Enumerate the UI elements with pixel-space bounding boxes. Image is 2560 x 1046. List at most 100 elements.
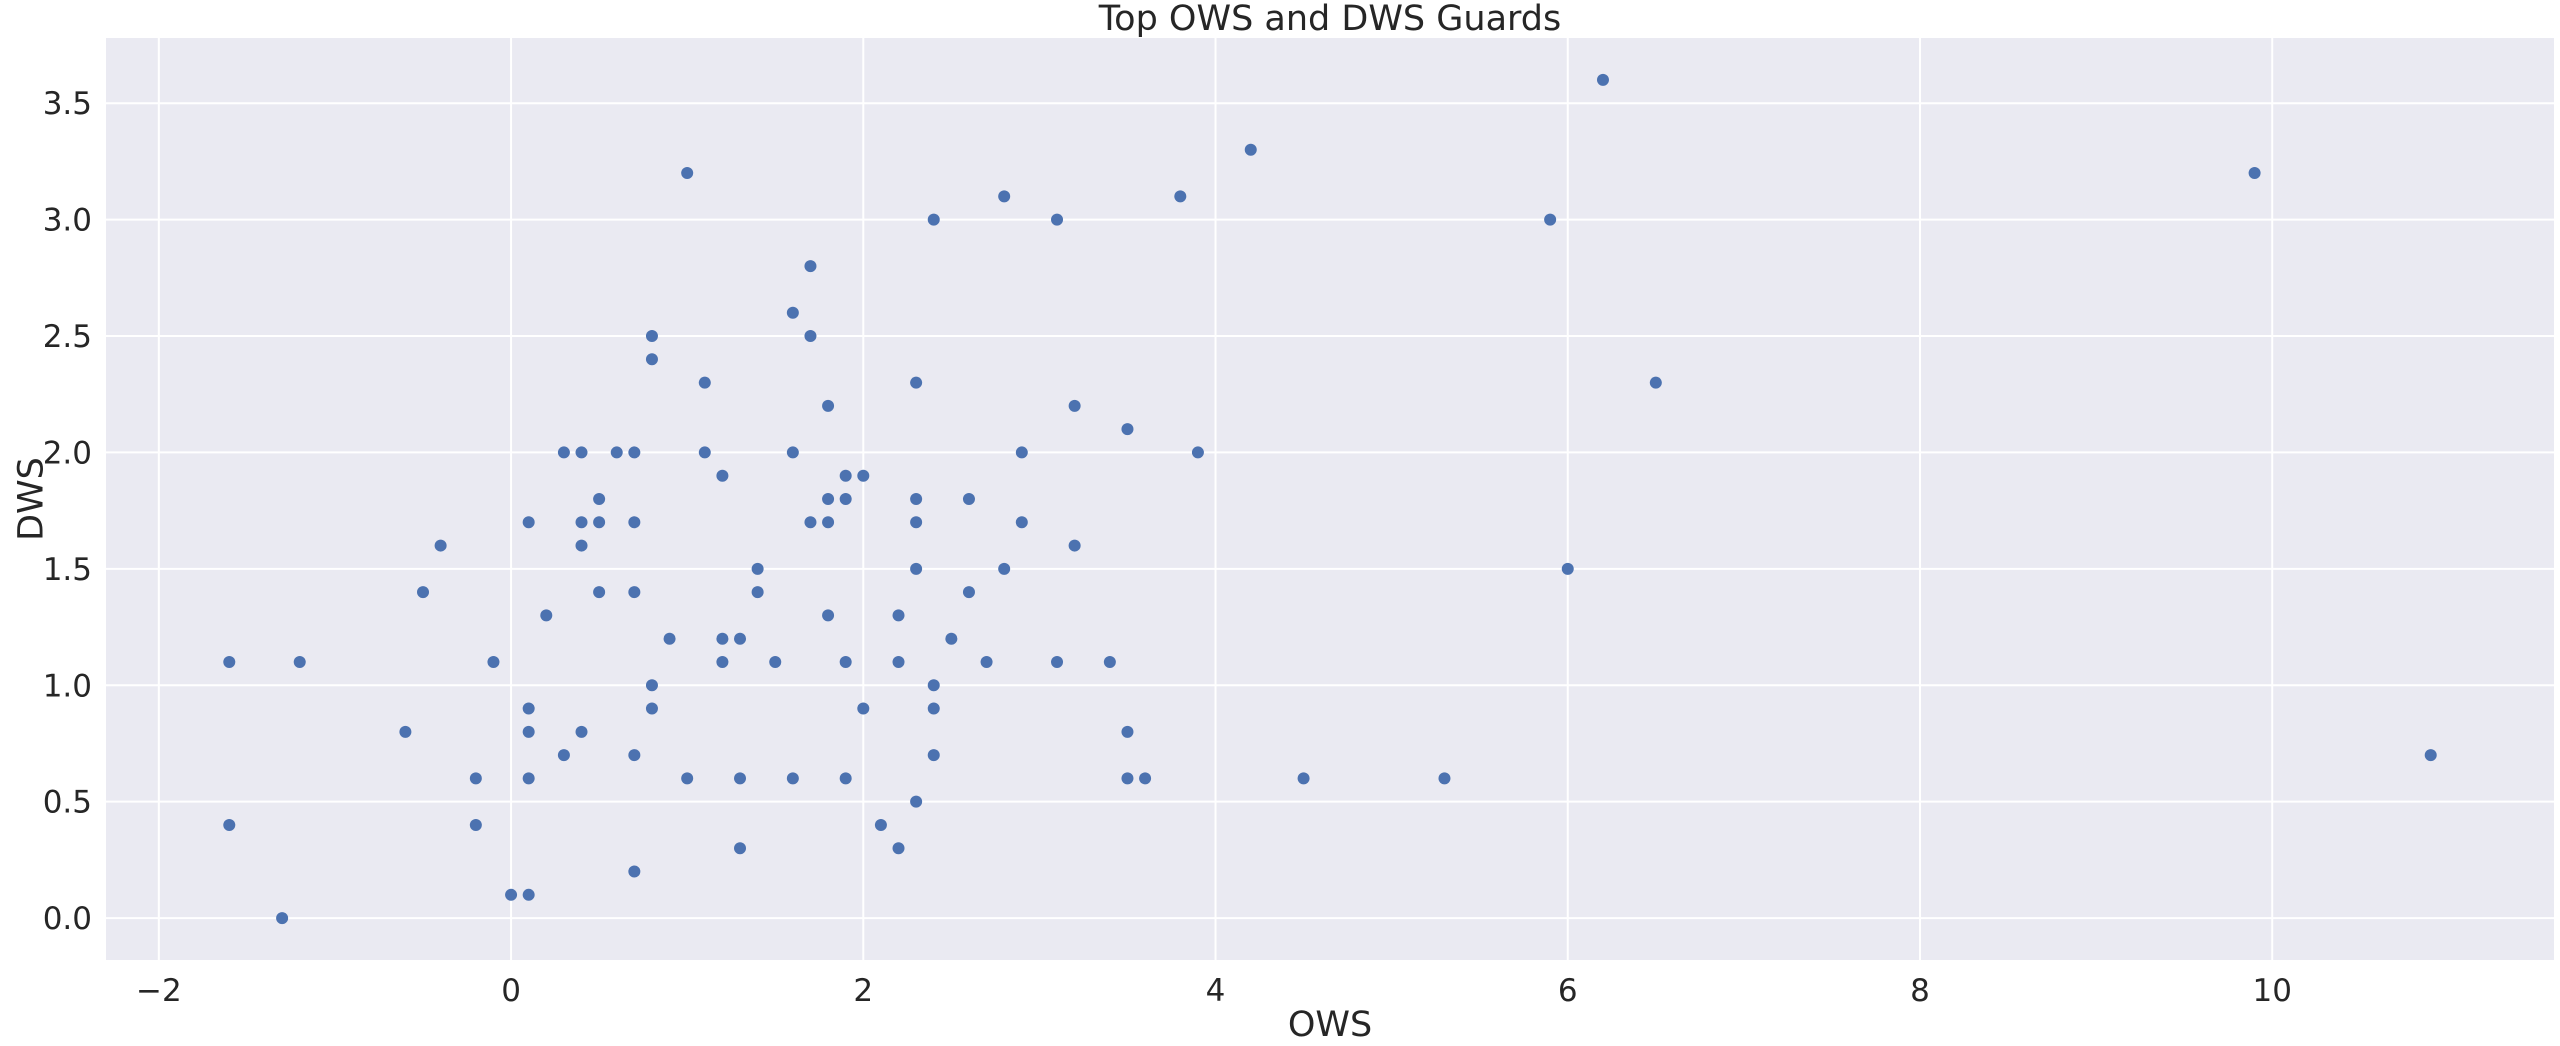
data-point: [522, 725, 535, 738]
data-point: [786, 306, 799, 319]
data-point: [681, 772, 694, 785]
data-point: [734, 842, 747, 855]
data-point: [593, 493, 606, 505]
data-point: [575, 725, 588, 738]
data-point: [1544, 213, 1557, 226]
data-point: [822, 516, 835, 529]
data-point: [1068, 539, 1081, 552]
y-tick-label: 1.5: [43, 552, 92, 588]
x-tick-labels: −2 0 2 4 6 8 10: [136, 973, 2292, 1009]
data-point: [804, 330, 817, 343]
data-point: [1121, 423, 1134, 436]
data-point: [857, 702, 870, 715]
x-tick-label: 8: [1910, 973, 1930, 1009]
data-point: [487, 655, 500, 668]
data-point: [1649, 376, 1662, 389]
data-point: [593, 586, 606, 599]
data-point: [628, 865, 641, 878]
data-point: [1015, 446, 1028, 459]
data-point: [734, 632, 747, 645]
data-point: [839, 772, 852, 785]
data-point: [1244, 143, 1257, 156]
data-point: [593, 516, 606, 529]
data-point: [892, 655, 905, 668]
data-point: [998, 562, 1011, 575]
data-point: [769, 655, 782, 668]
data-point: [276, 912, 289, 925]
data-point: [522, 772, 535, 785]
data-point: [892, 609, 905, 622]
data-point: [1103, 655, 1116, 668]
data-point: [998, 190, 1011, 203]
data-point: [839, 493, 852, 505]
data-point: [645, 330, 658, 343]
data-point: [575, 516, 588, 529]
data-point: [927, 702, 940, 715]
data-point: [1068, 399, 1081, 412]
data-point: [1297, 772, 1310, 785]
data-point: [822, 399, 835, 412]
y-tick-label: 2.0: [43, 435, 92, 471]
data-point: [1015, 516, 1028, 529]
data-point: [892, 842, 905, 855]
data-point: [751, 586, 764, 599]
data-point: [874, 818, 887, 831]
data-point: [293, 655, 306, 668]
data-point: [927, 749, 940, 762]
data-point: [540, 609, 553, 622]
data-point: [839, 469, 852, 482]
y-tick-label: 1.0: [43, 668, 92, 704]
data-point: [734, 772, 747, 785]
data-point: [557, 446, 570, 459]
data-point: [822, 493, 835, 505]
y-axis-title: DWS: [11, 457, 51, 541]
data-point: [839, 655, 852, 668]
x-tick-label: 6: [1558, 973, 1578, 1009]
data-point: [628, 516, 641, 529]
data-point: [575, 539, 588, 552]
data-point: [716, 655, 729, 668]
x-tick-label: 0: [501, 973, 521, 1009]
data-point: [716, 469, 729, 482]
data-point: [223, 655, 236, 668]
y-tick-label: 3.0: [43, 203, 92, 239]
x-tick-label: −2: [136, 973, 182, 1009]
plot-background: [106, 38, 2554, 960]
data-point: [628, 749, 641, 762]
data-point: [698, 446, 711, 459]
data-point: [575, 446, 588, 459]
x-axis-title: OWS: [1288, 1005, 1372, 1045]
data-point: [980, 655, 993, 668]
data-point: [505, 888, 518, 901]
data-point: [1174, 190, 1187, 203]
data-point: [2424, 749, 2437, 762]
data-point: [469, 772, 482, 785]
data-point: [2248, 167, 2261, 180]
data-point: [716, 632, 729, 645]
data-point: [628, 446, 641, 459]
data-point: [645, 353, 658, 366]
data-point: [927, 679, 940, 692]
data-point: [910, 376, 923, 389]
data-point: [910, 795, 923, 808]
data-point: [522, 702, 535, 715]
data-point: [645, 679, 658, 692]
data-point: [1121, 725, 1134, 738]
data-point: [822, 609, 835, 622]
data-point: [786, 772, 799, 785]
chart-title: Top OWS and DWS Guards: [1098, 0, 1562, 39]
data-point: [417, 586, 430, 599]
data-point: [804, 516, 817, 529]
data-point: [962, 586, 975, 599]
data-point: [469, 818, 482, 831]
data-point: [910, 562, 923, 575]
data-point: [910, 516, 923, 529]
data-point: [698, 376, 711, 389]
x-tick-label: 2: [853, 973, 873, 1009]
y-tick-label: 2.5: [43, 319, 92, 355]
horizontal-gridlines: [106, 102, 2554, 920]
y-tick-label: 0.5: [43, 785, 92, 821]
y-tick-labels: 0.0 0.5 1.0 1.5 2.0 2.5 3.0 3.5: [43, 86, 92, 937]
x-tick-label: 10: [2252, 973, 2291, 1009]
y-tick-label: 0.0: [43, 901, 92, 937]
